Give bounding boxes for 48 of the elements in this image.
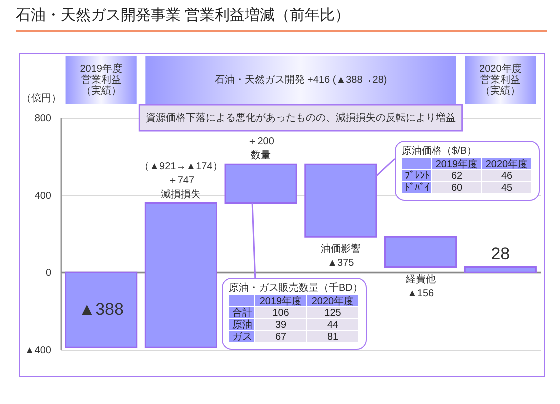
y-axis-title: （億円） — [22, 92, 62, 104]
data-label: 44 — [327, 320, 339, 331]
data-label: ▲375 — [328, 258, 355, 270]
y-tick-label: 0 — [46, 268, 52, 280]
y-tick-label: ﾌﾞﾚﾝﾄ — [405, 170, 430, 182]
x-tick-label: 2020年度 — [312, 296, 354, 308]
bar — [224, 164, 298, 204]
data-label: 60 — [451, 183, 463, 194]
x-tick-label: 数量 — [251, 150, 272, 162]
data-label: 46 — [501, 171, 513, 182]
data-label: 81 — [327, 332, 339, 343]
x-tick-label: 2020年度 — [486, 158, 528, 170]
x-tick-label: 経費他 — [404, 273, 436, 286]
y-tick-label: ▲400 — [24, 346, 52, 356]
x-tick-label: 2019年度 — [260, 296, 302, 308]
data-label: 67 — [275, 332, 287, 343]
y-tick-label: 800 — [34, 114, 52, 124]
bar — [464, 266, 537, 274]
x-tick-label: 2019年度営業利益（実績） — [80, 63, 122, 97]
data-label: 62 — [451, 171, 463, 182]
bar — [65, 272, 138, 348]
bar — [144, 202, 218, 348]
annotation: （▲921→▲174） — [140, 161, 223, 172]
x-tick-label: 2019年度 — [436, 158, 478, 170]
x-tick-label: 油価影響 — [320, 243, 361, 256]
data-label: ▲156 — [408, 288, 435, 300]
x-tick-label: 減損損失 — [161, 188, 202, 200]
data-label: 28 — [491, 244, 510, 264]
data-label: 45 — [501, 183, 513, 194]
y-tick-label: 400 — [34, 190, 52, 202]
data-label: 106 — [272, 308, 290, 319]
y-tick-label: 原油 — [232, 319, 252, 331]
y-tick-label: 合計 — [232, 307, 252, 319]
chart-title: 原油・ガス販売数量（千BD） — [229, 282, 363, 294]
y-tick-label: ガス — [232, 332, 252, 343]
data-label: 39 — [275, 320, 287, 331]
data-label: 125 — [324, 308, 342, 319]
chart-title: 石油・天然ガス開発事業 営業利益増減（前年比） — [16, 7, 350, 24]
text: 石油・天然ガス開発 +416 (▲388→28) — [214, 74, 388, 86]
chart-title: 原油価格（$/B） — [402, 145, 478, 157]
bar — [304, 164, 378, 238]
annotation: 資源価格下落による悪化があったものの、減損損失の反転により増益 — [146, 112, 456, 124]
y-tick-label: ﾄﾞﾊﾞｲ — [405, 182, 430, 194]
data-label: ＋747 — [168, 175, 195, 186]
data-label: ＋200 — [248, 136, 275, 148]
bar — [384, 236, 458, 268]
x-tick-label: 2020年度営業利益（実績） — [480, 63, 522, 97]
data-label: ▲388 — [78, 300, 124, 320]
